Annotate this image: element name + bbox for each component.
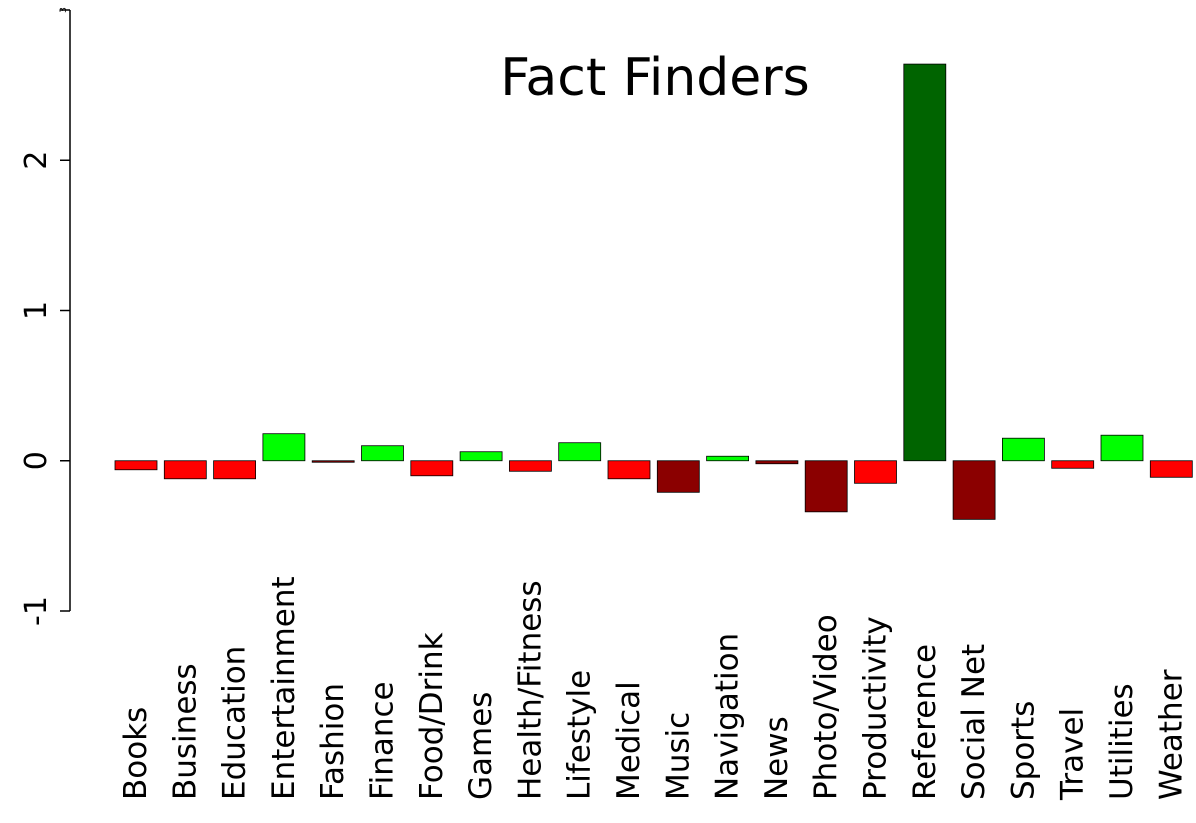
bar-weather (1149, 460, 1193, 478)
category-label: Music (660, 712, 696, 800)
category-label: Weather (1153, 669, 1189, 800)
bar-finance (361, 445, 404, 462)
bar-food-drink (410, 460, 454, 477)
y-tick-label: 0 (19, 451, 54, 470)
category-label: Health/Fitness (512, 580, 548, 800)
category-label: Games (463, 692, 499, 800)
bar-entertainment (262, 433, 306, 462)
category-label: Business (167, 663, 203, 800)
category-label: Finance (365, 681, 401, 800)
bar-fashion (311, 460, 355, 463)
bar-music (656, 460, 700, 493)
bar-sports (1002, 437, 1045, 462)
category-label: Navigation (710, 633, 746, 800)
category-label: Books (118, 707, 154, 800)
bar-photo-video (804, 460, 848, 513)
bar-books (114, 460, 158, 471)
y-axis-ticks: -1 0 1 2 3 (19, 7, 70, 626)
bar-travel (1051, 460, 1095, 469)
category-label: Social Net (956, 644, 992, 800)
bar-games (459, 451, 503, 462)
bar-business (163, 460, 207, 480)
category-label: Sports (1005, 701, 1041, 800)
bar-navigation (706, 455, 749, 462)
category-label: Lifestyle (562, 670, 598, 800)
category-label: Photo/Video (808, 614, 844, 800)
bar-education (213, 460, 257, 480)
bar-reference (903, 63, 947, 462)
category-label: Travel (1055, 708, 1091, 801)
y-tick-label: -1 (19, 596, 54, 626)
bar-lifestyle (558, 442, 602, 462)
category-labels: Books Business Education Entertainment Fashi… (118, 576, 1189, 801)
bar-health-fitness (508, 460, 552, 472)
bars (114, 63, 1193, 520)
bar-productivity (854, 460, 897, 484)
category-label: Utilities (1104, 683, 1140, 800)
category-label: Entertainment (266, 576, 302, 800)
bar-social-net (952, 460, 996, 520)
category-label: Education (217, 646, 253, 800)
bar-utilities (1100, 434, 1144, 462)
bar-news (755, 460, 799, 465)
category-label: Fashion (315, 683, 351, 800)
y-tick-label: 3 (59, 7, 69, 13)
y-tick-label: 1 (19, 301, 54, 320)
category-label: Reference (907, 644, 943, 800)
y-tick-label: 2 (19, 151, 54, 170)
category-label: News (759, 716, 795, 800)
bar-medical (607, 460, 651, 480)
chart-title: Fact Finders (500, 48, 810, 108)
category-label: Medical (611, 681, 647, 800)
category-label: Productivity (858, 616, 894, 800)
category-label: Food/Drink (414, 632, 450, 800)
